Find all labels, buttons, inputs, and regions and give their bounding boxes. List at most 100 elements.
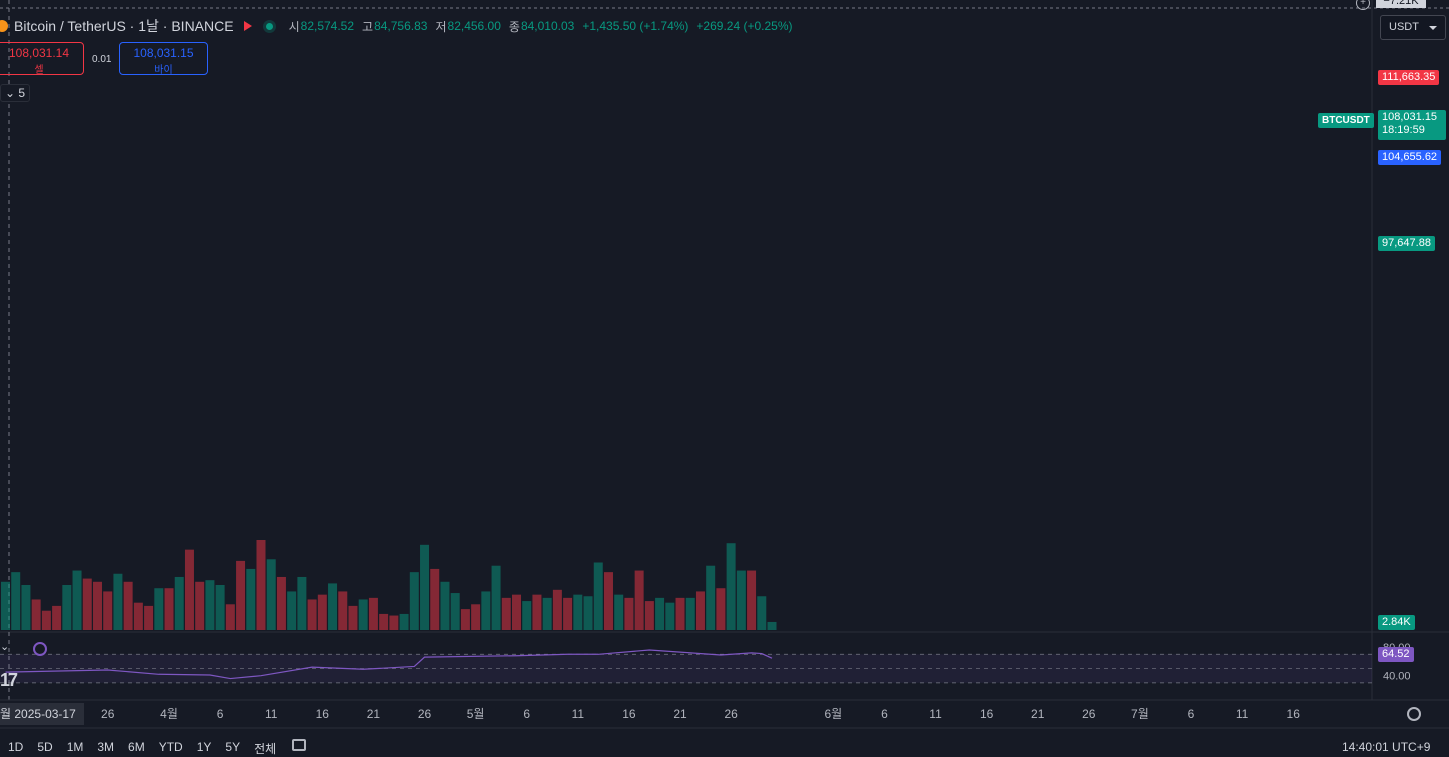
- volume-bar: [236, 560, 246, 630]
- indicator-collapse-button[interactable]: ⌄ 5: [0, 84, 31, 102]
- volume-bar: [563, 597, 573, 630]
- lower-band-label: 97,647.88: [1378, 236, 1435, 251]
- price-pane: [0, 0, 1372, 632]
- x-tick-label: 11: [1236, 707, 1249, 721]
- volume-bar: [685, 597, 695, 630]
- open-value: 82,574.52: [300, 19, 355, 33]
- volume-bar: [21, 585, 31, 630]
- rsi-pane: [0, 632, 1372, 697]
- close-label: 종: [508, 19, 520, 34]
- volume-bar: [164, 588, 174, 630]
- volume-bar: [726, 543, 736, 630]
- rsi-value-label: 64.52: [1378, 647, 1414, 662]
- top-value-badge: −7.21K: [1376, 0, 1426, 8]
- rsi-indicator-icon[interactable]: [33, 642, 47, 656]
- timeframe-bar: 1D 5D 1M 3M 6M YTD 1Y 5Y 전체: [8, 740, 276, 757]
- x-tick-label: 16: [622, 707, 636, 721]
- sell-button[interactable]: 108,031.14 셀: [0, 42, 84, 76]
- tf-1m[interactable]: 1M: [66, 740, 84, 754]
- extra-change-value: +269.24 (+0.25%): [696, 19, 793, 33]
- tf-ytd[interactable]: YTD: [158, 740, 183, 754]
- tradingview-logo[interactable]: 17: [0, 670, 18, 690]
- volume-bar: [736, 570, 746, 630]
- gear-icon[interactable]: [1407, 707, 1421, 721]
- volume-bar: [215, 585, 225, 630]
- add-plus-icon[interactable]: +: [1356, 0, 1370, 10]
- buy-button[interactable]: 108,031.15 바이: [119, 42, 208, 76]
- volume-bar: [399, 613, 409, 630]
- tf-all[interactable]: 전체: [254, 742, 277, 756]
- volume-bar: [512, 594, 521, 630]
- volume-bar: [103, 591, 113, 630]
- volume-label: 2.84K: [1378, 615, 1415, 630]
- volume-bar: [491, 565, 501, 630]
- volume-bar: [409, 572, 419, 630]
- tf-5y[interactable]: 5Y: [225, 740, 241, 754]
- volume-bar: [307, 599, 317, 630]
- x-tick-label: 16: [316, 707, 330, 721]
- volume-bar: [624, 597, 634, 630]
- rsi-line: [5, 649, 773, 680]
- x-tick-label: 21: [673, 707, 687, 721]
- symbol-title[interactable]: Bitcoin / TetherUS · 1날 · BINANCE: [14, 18, 234, 34]
- volume-bar: [113, 573, 123, 630]
- volume-bar: [655, 597, 665, 630]
- volume-bar: [757, 596, 767, 630]
- volume-bar: [706, 565, 716, 630]
- volume-bar: [144, 605, 154, 630]
- open-label: 시: [288, 19, 300, 34]
- volume-bar: [266, 559, 276, 630]
- change-value: +1,435.50 (+1.74%): [582, 19, 689, 33]
- buy-label: 바이: [154, 65, 173, 76]
- sell-label: 셀: [34, 65, 44, 76]
- x-tick-label: 6: [881, 707, 888, 721]
- tf-5d[interactable]: 5D: [37, 740, 53, 754]
- x-tick-label: 7월: [1131, 707, 1149, 721]
- volume-bar: [297, 576, 307, 630]
- flag-icon[interactable]: [243, 21, 252, 31]
- countdown: 18:19:59: [1382, 124, 1425, 136]
- spread-value: 0.01: [92, 54, 112, 65]
- volume-bar: [583, 596, 593, 630]
- low-value: 82,456.00: [447, 19, 501, 33]
- volume-bar: [471, 604, 481, 630]
- currency-select[interactable]: USDT: [1380, 15, 1446, 40]
- volume-bar: [133, 602, 143, 630]
- tf-6m[interactable]: 6M: [128, 740, 145, 754]
- volume-bar: [552, 589, 562, 630]
- volume-bar: [644, 601, 654, 630]
- volume-bar: [440, 581, 450, 630]
- volume-bar: [675, 597, 685, 630]
- rsi-collapse-icon[interactable]: ⌄: [0, 641, 10, 653]
- volume-bar: [358, 599, 368, 630]
- volume-bar: [716, 588, 726, 630]
- volume-bar: [317, 594, 327, 630]
- volume-bar: [11, 572, 21, 630]
- tf-1d[interactable]: 1D: [8, 740, 24, 754]
- tf-1y[interactable]: 1Y: [196, 740, 212, 754]
- last-price: 108,031.15: [1382, 111, 1438, 123]
- x-tick-label: 4월: [160, 707, 178, 721]
- x-tick-label: 16: [1287, 707, 1301, 721]
- symbol-header: Bitcoin / TetherUS · 1날 · BINANCE 시 82,57…: [0, 14, 801, 38]
- volume-bar: [614, 594, 624, 630]
- market-status-icon: [265, 22, 273, 30]
- volume-bar: [532, 594, 542, 630]
- volume-bar: [420, 544, 430, 630]
- volume-bar: [123, 581, 133, 630]
- x-tick-label: 26: [418, 707, 432, 721]
- tf-3m[interactable]: 3M: [97, 740, 115, 754]
- volume-bar: [522, 601, 532, 630]
- volume-bar: [430, 568, 440, 630]
- calendar-icon[interactable]: [292, 739, 306, 751]
- volume-bar: [225, 604, 235, 630]
- volume-bar: [450, 593, 460, 630]
- volume-bar: [634, 570, 644, 630]
- buy-price: 108,031.15: [133, 46, 194, 60]
- basis-label: 104,655.62: [1378, 150, 1442, 165]
- volume-bar: [695, 591, 705, 630]
- symbol-tag-label: BTCUSDT: [1318, 113, 1374, 128]
- x-tick-label: 26: [101, 707, 115, 721]
- x-tick-label: 5월: [467, 707, 485, 721]
